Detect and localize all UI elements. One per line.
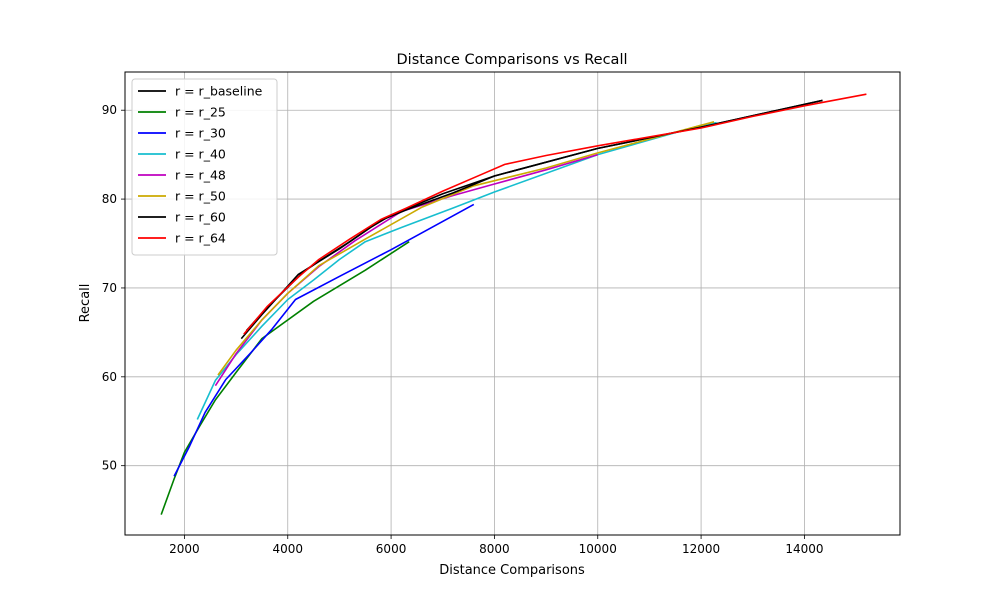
y-tick-label: 80: [102, 192, 117, 206]
series-line-4: [196, 121, 717, 420]
y-tick-label: 60: [102, 370, 117, 384]
x-tick-label: 8000: [479, 542, 510, 556]
x-tick-label: 4000: [272, 542, 303, 556]
chart-title: Distance Comparisons vs Recall: [397, 52, 628, 68]
y-axis-ticks: 50 60 70 80 90: [102, 103, 125, 473]
y-tick-label: 90: [102, 103, 117, 117]
legend-entry: r = r_60: [175, 210, 226, 225]
grid: [125, 72, 900, 535]
legend-entry: r = r_25: [175, 105, 226, 120]
plot-frame: [124, 71, 901, 536]
x-axis-label: Distance Comparisons: [439, 563, 585, 578]
x-tick-label: 2000: [169, 542, 200, 556]
series-layer: [160, 93, 867, 515]
y-tick-label: 50: [102, 459, 117, 473]
x-tick-label: 10000: [579, 542, 617, 556]
legend-entry: r = r_baseline: [175, 84, 263, 99]
series-line-3: [173, 203, 475, 477]
y-tick-label: 70: [102, 281, 117, 295]
legend-entry: r = r_50: [175, 189, 226, 204]
legend-entry: r = r_48: [175, 168, 226, 183]
x-axis-ticks: 2000 4000 6000 8000 10000 12000 14000: [169, 535, 824, 556]
legend-entry: r = r_64: [175, 231, 226, 246]
y-axis-label: Recall: [78, 284, 93, 323]
legend-box: [131, 78, 278, 256]
series-line-6: [217, 121, 715, 376]
x-tick-label: 14000: [785, 542, 823, 556]
x-tick-label: 6000: [376, 542, 407, 556]
series-line-8: [243, 93, 867, 335]
x-tick-label: 12000: [682, 542, 720, 556]
legend-entry: r = r_40: [175, 147, 226, 162]
legend-entry: r = r_30: [175, 126, 226, 141]
